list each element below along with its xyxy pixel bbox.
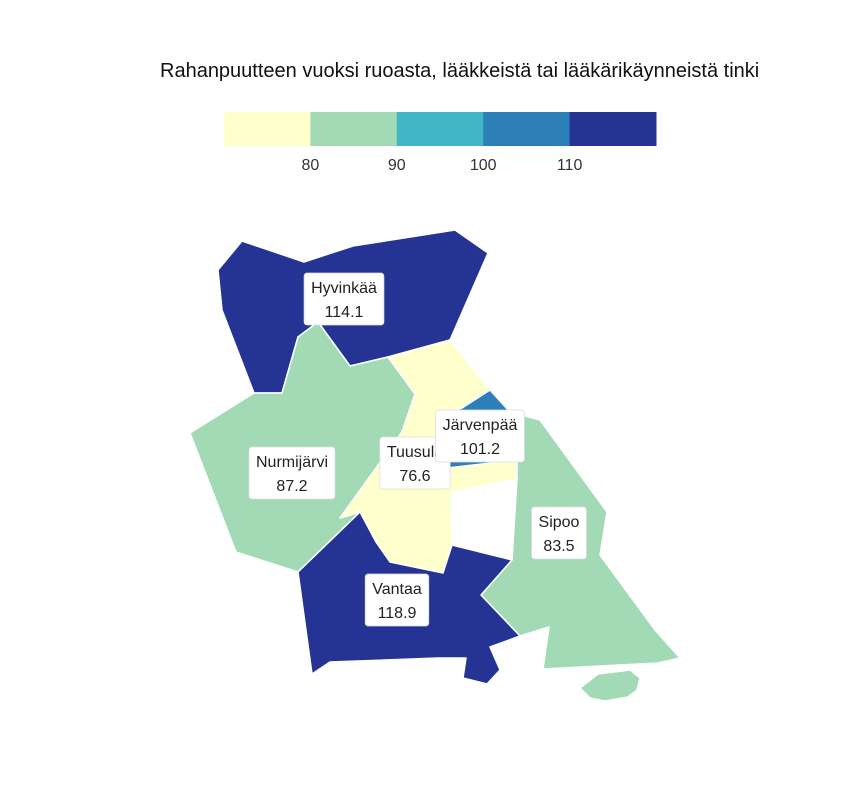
label-value: 83.5: [543, 538, 574, 555]
legend-tick-90: 90: [388, 157, 406, 174]
label-box: [364, 573, 430, 627]
label-vantaa: Vantaa 118.9: [364, 573, 430, 627]
label-name: Tuusula: [387, 444, 443, 461]
label-box: [303, 272, 385, 326]
region-labels: Hyvinkää 114.1 Nurmijärvi 87.2 Tuusula 76.6 Jä…: [248, 272, 587, 627]
label-nurmijärvi: Nurmijärvi 87.2: [248, 446, 336, 500]
label-value: 76.6: [399, 468, 430, 485]
legend-swatch-2: [396, 112, 484, 146]
map-title: Rahanpuutteen vuoksi ruoasta, lääkkeistä…: [160, 60, 759, 82]
label-box: [531, 506, 587, 560]
legend-swatch-3: [483, 112, 571, 146]
label-name: Vantaa: [372, 581, 422, 598]
legend-tick-100: 100: [470, 157, 497, 174]
legend-swatch-0: [224, 112, 311, 146]
label-value: 118.9: [378, 605, 417, 622]
label-box: [379, 436, 451, 490]
legend-tick-110: 110: [557, 157, 583, 174]
label-järvenpää: Järvenpää 101.2: [435, 409, 525, 463]
label-box: [248, 446, 336, 500]
label-name: Sipoo: [539, 514, 580, 531]
legend-swatch-1: [310, 112, 398, 146]
label-name: Hyvinkää: [311, 280, 377, 297]
label-tuusula: Tuusula 76.6: [379, 436, 451, 490]
label-value: 101.2: [460, 441, 500, 458]
legend-swatch-4: [569, 112, 657, 146]
label-name: Järvenpää: [443, 417, 518, 434]
label-box: [435, 409, 525, 463]
label-value: 87.2: [276, 478, 307, 495]
color-legend: 80 90 100 110: [224, 112, 657, 174]
label-hyvinkää: Hyvinkää 114.1: [303, 272, 385, 326]
label-name: Nurmijärvi: [256, 454, 328, 471]
label-sipoo: Sipoo 83.5: [531, 506, 587, 560]
legend-tick-80: 80: [302, 157, 320, 174]
region-sipoo-island[interactable]: [579, 669, 641, 702]
label-value: 114.1: [325, 304, 364, 321]
